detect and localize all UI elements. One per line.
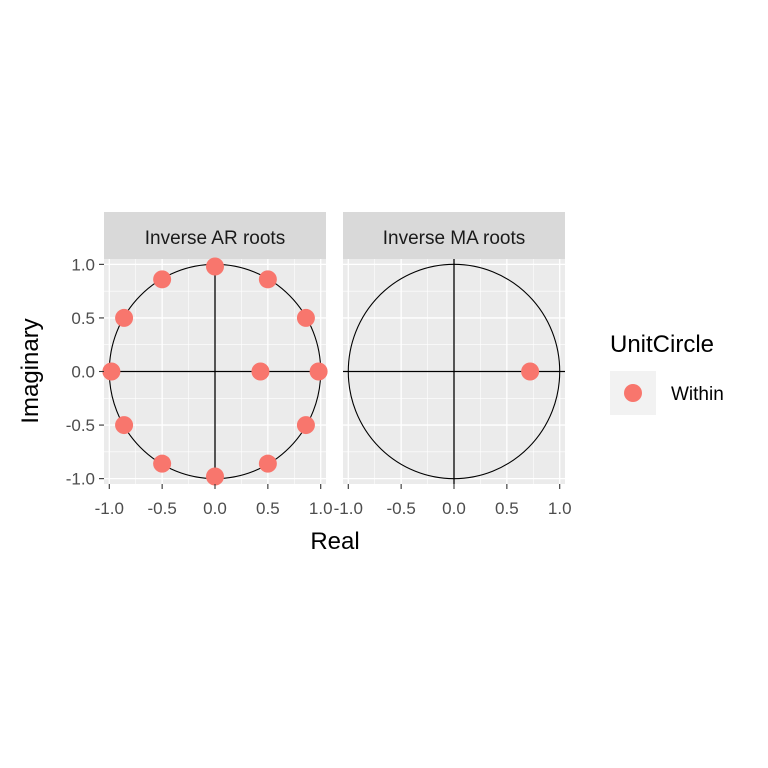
root-point [153, 454, 172, 473]
root-point [296, 416, 315, 435]
root-point [258, 270, 277, 289]
root-point [115, 308, 134, 327]
root-point [296, 308, 315, 327]
y-tick-label: 1.0 [71, 255, 95, 274]
x-tick-label: 0.5 [256, 499, 280, 518]
reference-lines-ma [343, 259, 565, 484]
legend: UnitCircle Within [610, 331, 724, 415]
x-tick-label: -0.5 [386, 499, 415, 518]
legend-title: UnitCircle [610, 331, 714, 358]
root-point [521, 362, 540, 381]
panel-title-ma: Inverse MA roots [383, 228, 526, 249]
x-tick-label: 0.0 [442, 499, 466, 518]
y-tick-label: 0.5 [71, 309, 95, 328]
x-tick-label: -0.5 [147, 499, 176, 518]
x-tick-label: 0.5 [495, 499, 519, 518]
x-tick-label: -1.0 [334, 499, 363, 518]
root-point [206, 467, 224, 486]
panel-inverse-ar-roots: Inverse AR roots -1.0 -0.5 0.0 0.5 1.0 [95, 212, 333, 518]
y-tick-label: -1.0 [66, 470, 95, 489]
x-tick-label: -1.0 [95, 499, 124, 518]
strip-background-ar [104, 212, 326, 259]
root-point [258, 454, 277, 473]
x-ticks-ar: -1.0 -0.5 0.0 0.5 1.0 [95, 484, 333, 518]
root-point [153, 270, 172, 289]
root-point [251, 362, 270, 381]
x-tick-label: 1.0 [548, 499, 572, 518]
y-axis-title: Imaginary [17, 318, 44, 423]
legend-label-within: Within [671, 384, 724, 405]
strip-background-ma [343, 212, 565, 259]
panel-title-ar: Inverse AR roots [145, 228, 285, 249]
root-point [115, 416, 134, 435]
y-tick-label: 0.0 [71, 363, 95, 382]
y-ticks: -1.0 -0.5 0.0 0.5 1.0 [66, 255, 104, 489]
x-ticks-ma: -1.0 -0.5 0.0 0.5 1.0 [334, 484, 572, 518]
panel-inverse-ma-roots: Inverse MA roots -1.0 -0.5 0.0 0.5 1.0 [334, 212, 572, 518]
y-tick-label: -0.5 [66, 416, 95, 435]
root-point [206, 257, 224, 276]
x-tick-label: 0.0 [203, 499, 227, 518]
x-tick-label: 1.0 [309, 499, 333, 518]
root-point [102, 362, 121, 381]
x-axis-title: Real [310, 528, 359, 555]
legend-point-icon [624, 384, 642, 402]
points-ar [102, 257, 328, 486]
root-point [309, 362, 328, 381]
points-ma [521, 362, 540, 381]
